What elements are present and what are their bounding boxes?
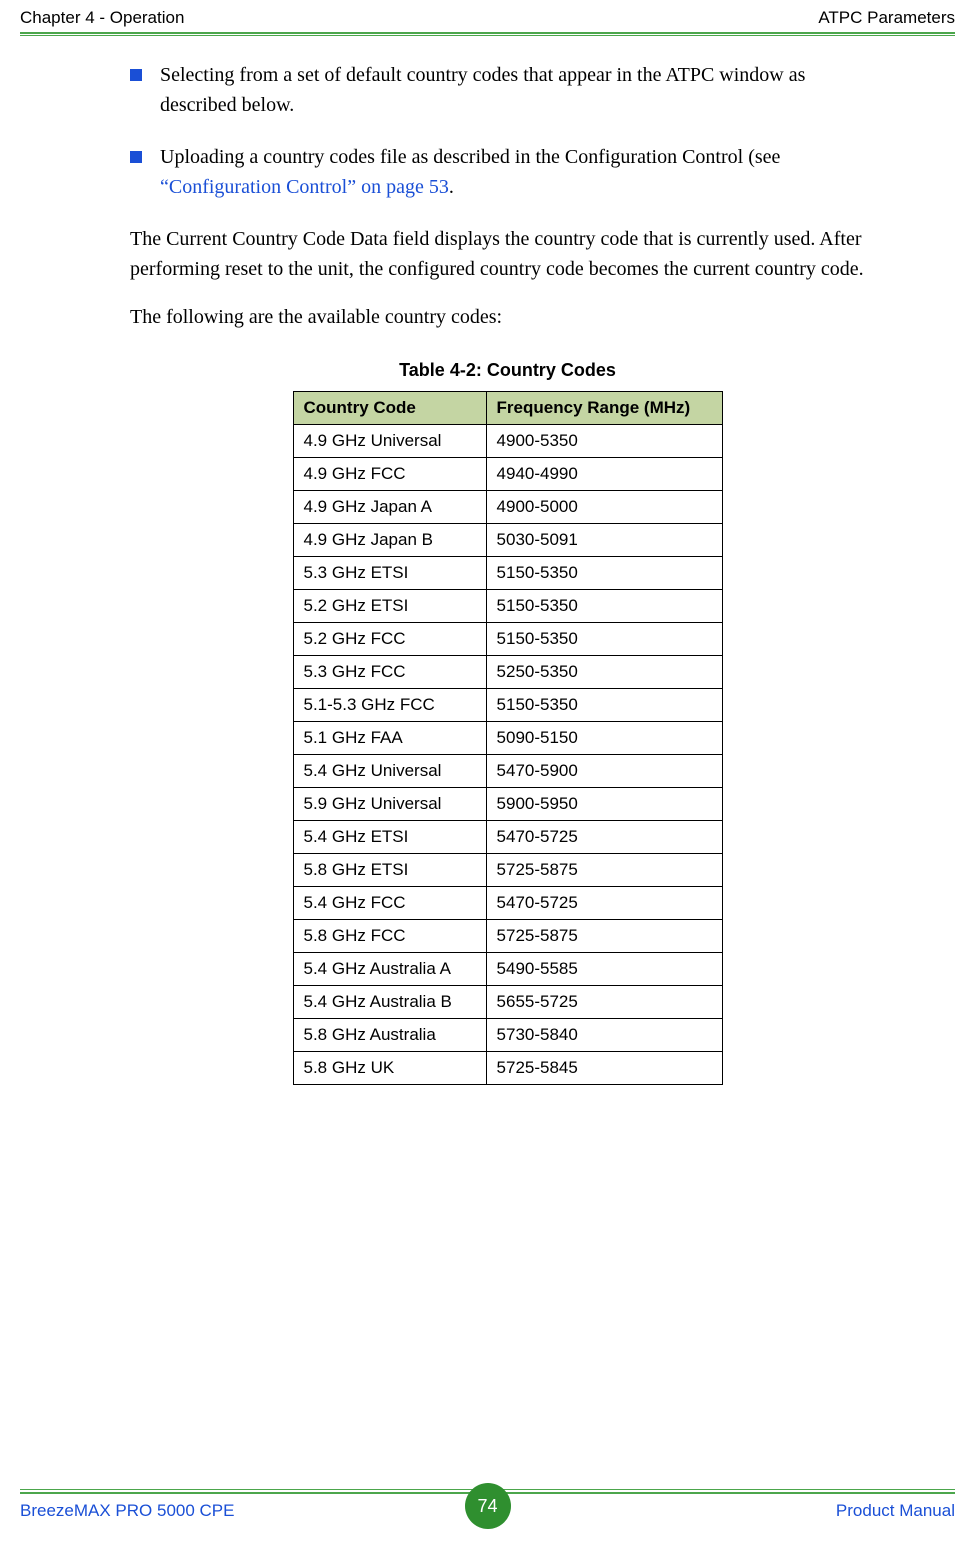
table-cell: 5.2 GHz FCC: [293, 623, 486, 656]
table-cell: 5900-5950: [486, 788, 722, 821]
table-row: 5.4 GHz Australia A5490-5585: [293, 953, 722, 986]
paragraph: The Current Country Code Data field disp…: [130, 224, 885, 284]
table-cell: 5150-5350: [486, 689, 722, 722]
table-cell: 5030-5091: [486, 524, 722, 557]
table-cell: 4.9 GHz Japan B: [293, 524, 486, 557]
table-cell: 4.9 GHz FCC: [293, 458, 486, 491]
table-cell: 4.9 GHz Universal: [293, 425, 486, 458]
header-left: Chapter 4 - Operation: [20, 8, 184, 28]
table-cell: 5.2 GHz ETSI: [293, 590, 486, 623]
page-footer: BreezeMAX PRO 5000 CPE Product Manual 74: [0, 1489, 975, 1545]
table-cell: 5.4 GHz Universal: [293, 755, 486, 788]
page-header: Chapter 4 - Operation ATPC Parameters: [0, 0, 975, 34]
table-cell: 5470-5725: [486, 821, 722, 854]
table-cell: 5150-5350: [486, 590, 722, 623]
page-number-badge: 74: [465, 1483, 511, 1529]
table-cell: 5470-5725: [486, 887, 722, 920]
table-cell: 5.8 GHz UK: [293, 1052, 486, 1085]
table-cell: 5730-5840: [486, 1019, 722, 1052]
table-cell: 5.9 GHz Universal: [293, 788, 486, 821]
table-cell: 5.1-5.3 GHz FCC: [293, 689, 486, 722]
table-row: 5.2 GHz FCC5150-5350: [293, 623, 722, 656]
square-bullet-icon: [130, 151, 142, 163]
table-cell: 5.4 GHz Australia A: [293, 953, 486, 986]
table-row: 5.4 GHz ETSI5470-5725: [293, 821, 722, 854]
table-header-cell: Country Code: [293, 392, 486, 425]
table-cell: 5.1 GHz FAA: [293, 722, 486, 755]
bullet-text: Selecting from a set of default country …: [160, 60, 885, 120]
header-rule-thin: [20, 35, 955, 36]
table-cell: 5.8 GHz Australia: [293, 1019, 486, 1052]
table-title: Table 4-2: Country Codes: [293, 360, 723, 381]
table-row: 5.8 GHz ETSI5725-5875: [293, 854, 722, 887]
table-row: 5.2 GHz ETSI5150-5350: [293, 590, 722, 623]
bullet-text-pre: Uploading a country codes file as descri…: [160, 146, 780, 168]
table-row: 5.9 GHz Universal5900-5950: [293, 788, 722, 821]
table-cell: 5090-5150: [486, 722, 722, 755]
table-cell: 4900-5350: [486, 425, 722, 458]
table-header-row: Country Code Frequency Range (MHz): [293, 392, 722, 425]
table-header-cell: Frequency Range (MHz): [486, 392, 722, 425]
table-row: 5.4 GHz Australia B5655-5725: [293, 986, 722, 1019]
table-row: 5.3 GHz ETSI5150-5350: [293, 557, 722, 590]
table-row: 5.8 GHz Australia5730-5840: [293, 1019, 722, 1052]
header-rule: [20, 32, 955, 34]
table-cell: 5490-5585: [486, 953, 722, 986]
table-cell: 5655-5725: [486, 986, 722, 1019]
table-row: 4.9 GHz FCC4940-4990: [293, 458, 722, 491]
table-cell: 5725-5875: [486, 854, 722, 887]
table-row: 4.9 GHz Japan A4900-5000: [293, 491, 722, 524]
table-cell: 5.3 GHz ETSI: [293, 557, 486, 590]
table-cell: 5150-5350: [486, 557, 722, 590]
table-cell: 5725-5875: [486, 920, 722, 953]
table-row: 5.8 GHz UK5725-5845: [293, 1052, 722, 1085]
header-right: ATPC Parameters: [818, 8, 955, 28]
page-content: Selecting from a set of default country …: [130, 60, 885, 1085]
footer-right: Product Manual: [836, 1501, 955, 1521]
table-cell: 5250-5350: [486, 656, 722, 689]
table-row: 4.9 GHz Universal4900-5350: [293, 425, 722, 458]
table-cell: 5.4 GHz ETSI: [293, 821, 486, 854]
table-cell: 4.9 GHz Japan A: [293, 491, 486, 524]
table-cell: 5470-5900: [486, 755, 722, 788]
footer-left: BreezeMAX PRO 5000 CPE: [20, 1501, 234, 1521]
table-cell: 5150-5350: [486, 623, 722, 656]
table-row: 4.9 GHz Japan B5030-5091: [293, 524, 722, 557]
table-row: 5.4 GHz FCC5470-5725: [293, 887, 722, 920]
bullet-text-post: .: [449, 176, 454, 198]
bullet-item: Uploading a country codes file as descri…: [130, 142, 885, 202]
page: Chapter 4 - Operation ATPC Parameters Se…: [0, 0, 975, 1545]
table-row: 5.4 GHz Universal5470-5900: [293, 755, 722, 788]
table-row: 5.1 GHz FAA5090-5150: [293, 722, 722, 755]
table-row: 5.8 GHz FCC5725-5875: [293, 920, 722, 953]
table-cell: 5.3 GHz FCC: [293, 656, 486, 689]
table-cell: 5725-5845: [486, 1052, 722, 1085]
table-row: 5.3 GHz FCC5250-5350: [293, 656, 722, 689]
bullet-item: Selecting from a set of default country …: [130, 60, 885, 120]
table-cell: 5.8 GHz ETSI: [293, 854, 486, 887]
square-bullet-icon: [130, 69, 142, 81]
table-cell: 5.8 GHz FCC: [293, 920, 486, 953]
bullet-text: Uploading a country codes file as descri…: [160, 142, 885, 202]
table-cell: 5.4 GHz FCC: [293, 887, 486, 920]
table-cell: 5.4 GHz Australia B: [293, 986, 486, 1019]
table-cell: 4900-5000: [486, 491, 722, 524]
country-codes-table-wrap: Table 4-2: Country Codes Country Code Fr…: [293, 360, 723, 1085]
paragraph: The following are the available country …: [130, 302, 885, 332]
table-row: 5.1-5.3 GHz FCC5150-5350: [293, 689, 722, 722]
table-cell: 4940-4990: [486, 458, 722, 491]
cross-reference-link[interactable]: “Configuration Control” on page 53: [160, 176, 449, 198]
bullet-text-pre: Selecting from a set of default country …: [160, 64, 805, 116]
country-codes-table: Country Code Frequency Range (MHz) 4.9 G…: [293, 391, 723, 1085]
